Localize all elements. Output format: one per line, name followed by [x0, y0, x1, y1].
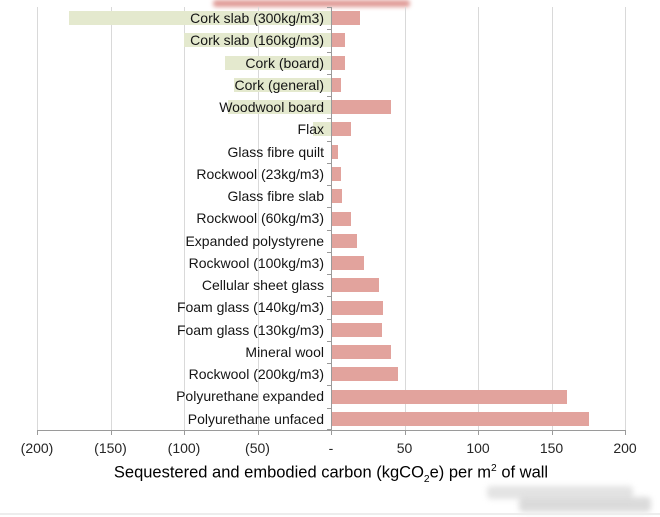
- zero-axis-line: [331, 7, 332, 430]
- x-tick-label: 50: [396, 440, 413, 456]
- sequestered-bar: [228, 100, 331, 115]
- category-axis-tick: [327, 118, 331, 120]
- category-axis-tick: [327, 340, 331, 342]
- category-axis-tick: [327, 185, 331, 187]
- grid-line: [110, 7, 112, 430]
- x-axis-line: [37, 430, 625, 431]
- x-axis-tick: [110, 430, 112, 435]
- category-label: Glass fibre quilt: [227, 143, 324, 160]
- category-axis-tick: [327, 7, 331, 8]
- category-axis-tick: [327, 385, 331, 387]
- category-axis-tick: [327, 140, 331, 142]
- sequestered-bar: [313, 122, 331, 137]
- embodied-bar: [332, 322, 382, 337]
- grid-line: [37, 7, 38, 430]
- x-axis-tick: [37, 430, 38, 435]
- sequestered-bar: [225, 55, 331, 70]
- category-axis-tick: [327, 96, 331, 98]
- embodied-bar: [332, 122, 352, 137]
- grid-line: [625, 7, 626, 430]
- bottom-watermark-blur: [519, 497, 651, 512]
- embodied-bar: [332, 33, 346, 48]
- embodied-bar: [332, 11, 360, 26]
- embodied-bar: [332, 367, 399, 382]
- category-axis-tick: [327, 73, 331, 75]
- embodied-bar: [332, 233, 357, 248]
- category-axis-tick: [327, 318, 331, 320]
- grid-line: [551, 7, 553, 430]
- x-axis-tick: [257, 430, 259, 435]
- x-axis-tick: [184, 430, 185, 435]
- grid-line: [404, 7, 406, 430]
- category-label: Cellular sheet glass: [201, 277, 324, 294]
- category-label: Rockwool (200kg/m3): [188, 366, 324, 383]
- sequestered-bar: [233, 77, 331, 92]
- embodied-bar: [332, 144, 338, 159]
- plot-area: Cork slab (300kg/m3) Cork slab (160kg/m3)…: [37, 7, 626, 435]
- category-label: Polyurethane unfaced: [187, 410, 324, 427]
- embodied-bar: [332, 100, 391, 115]
- x-tick-label: (100): [167, 440, 201, 456]
- sequestered-bar: [69, 11, 331, 26]
- category-label: Woodwool board: [219, 99, 324, 116]
- embodied-bar: [332, 278, 380, 293]
- x-tick-label: (200): [20, 440, 54, 456]
- category-label: Rockwool (23kg/m3): [196, 165, 324, 182]
- embodied-bar: [332, 411, 590, 426]
- grid-line: [184, 7, 185, 430]
- category-axis-tick: [327, 407, 331, 409]
- category-axis-tick: [327, 229, 331, 231]
- x-tick-label: -: [328, 440, 334, 456]
- x-tick-label: 100: [466, 440, 490, 456]
- sequestered-bar: [184, 33, 331, 48]
- category-axis-tick: [327, 207, 331, 209]
- category-label: Cork slab (160kg/m3): [190, 32, 324, 49]
- category-axis-tick: [327, 162, 331, 164]
- category-label: Foam glass (140kg/m3): [176, 299, 324, 316]
- category-axis-tick: [327, 274, 331, 276]
- embodied-bar: [332, 345, 391, 360]
- category-label: Cork slab (300kg/m3): [190, 10, 324, 26]
- x-axis-tick: [404, 430, 406, 435]
- category-label: Expanded polystyrene: [185, 232, 324, 249]
- x-tick-label: 200: [613, 440, 637, 456]
- x-tick-label: (150): [94, 440, 127, 456]
- x-axis-tick: [331, 430, 332, 435]
- category-axis-tick: [327, 429, 331, 430]
- x-tick-label: (50): [245, 440, 270, 456]
- embodied-bar: [332, 166, 341, 181]
- embodied-bar: [332, 300, 384, 315]
- category-label: Foam glass (130kg/m3): [176, 321, 324, 338]
- embodied-bar: [332, 55, 346, 70]
- category-label: Polyurethane expanded: [176, 388, 324, 405]
- embodied-bar: [332, 77, 341, 92]
- category-label: Cork (general): [234, 76, 324, 93]
- category-axis-tick: [327, 363, 331, 365]
- embodied-bar: [332, 211, 352, 226]
- category-label: Rockwool (100kg/m3): [188, 254, 324, 271]
- x-tick-label: 150: [539, 440, 564, 456]
- embodied-bar: [332, 189, 343, 204]
- category-label: Cork (board): [245, 54, 324, 71]
- category-label: Rockwool (60kg/m3): [196, 210, 324, 227]
- bottom-watermark-blur: [487, 486, 633, 499]
- category-axis-tick: [327, 29, 331, 31]
- x-axis-title: Sequestered and embodied carbon (kgCO2e)…: [113, 463, 549, 485]
- page-edge-divider: [0, 513, 660, 515]
- category-axis-tick: [327, 251, 331, 253]
- x-axis-tick: [478, 430, 479, 435]
- grid-line: [478, 7, 479, 430]
- x-axis-tick: [625, 430, 626, 435]
- category-label: Glass fibre slab: [227, 188, 324, 205]
- category-label: Mineral wool: [245, 343, 324, 360]
- category-axis-tick: [327, 296, 331, 298]
- embodied-bar: [332, 389, 568, 404]
- grid-line: [257, 7, 259, 430]
- embodied-bar: [332, 256, 365, 271]
- category-label: Flax: [297, 121, 324, 138]
- category-axis-tick: [327, 51, 331, 53]
- top-watermark-blur: [213, 0, 410, 7]
- x-axis-tick: [551, 430, 553, 435]
